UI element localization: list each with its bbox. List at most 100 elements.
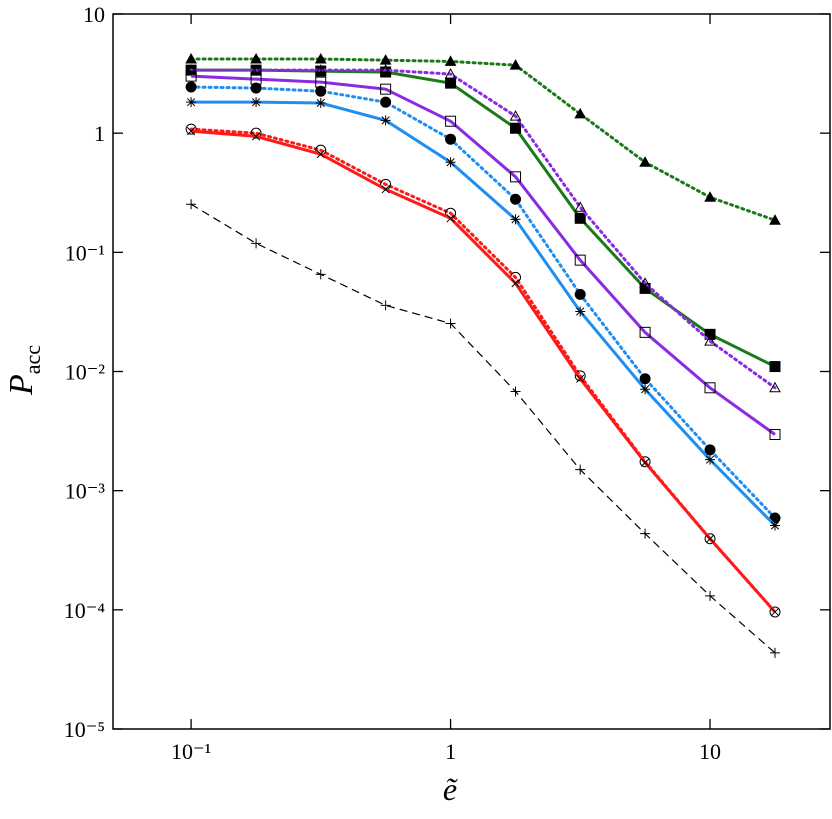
marker bbox=[574, 212, 586, 224]
marker bbox=[186, 97, 197, 108]
x-tick-label: 10 bbox=[699, 739, 721, 764]
marker bbox=[380, 66, 392, 78]
marker bbox=[575, 306, 586, 317]
marker bbox=[185, 123, 197, 135]
marker bbox=[445, 77, 457, 89]
marker bbox=[186, 199, 197, 210]
marker bbox=[769, 429, 781, 441]
marker bbox=[705, 534, 715, 543]
marker bbox=[380, 83, 392, 95]
y-axis-label-main: P bbox=[3, 374, 40, 396]
plot-frame bbox=[112, 13, 831, 730]
y-tick-label: 10⁻⁴ bbox=[64, 598, 106, 623]
x-axis-label: ẽ bbox=[443, 771, 458, 807]
marker bbox=[251, 97, 262, 108]
marker bbox=[639, 277, 651, 288]
marker bbox=[380, 300, 391, 311]
marker bbox=[316, 150, 325, 159]
marker bbox=[640, 384, 651, 395]
marker bbox=[314, 64, 327, 75]
marker bbox=[705, 590, 716, 601]
marker bbox=[315, 269, 326, 280]
marker bbox=[770, 520, 780, 531]
marker bbox=[704, 191, 716, 202]
marker bbox=[769, 606, 781, 618]
marker bbox=[769, 361, 781, 373]
marker bbox=[379, 64, 392, 75]
marker bbox=[314, 52, 327, 64]
marker bbox=[575, 464, 586, 475]
marker bbox=[510, 193, 522, 205]
marker bbox=[250, 82, 262, 94]
marker bbox=[185, 52, 197, 64]
marker bbox=[250, 52, 262, 64]
series-line bbox=[189, 127, 777, 614]
y-tick-label: 10⁻⁵ bbox=[64, 717, 105, 742]
marker bbox=[770, 647, 780, 658]
y-tick-label: 10⁻¹ bbox=[65, 240, 105, 265]
marker bbox=[509, 110, 522, 121]
series-line bbox=[190, 203, 776, 654]
marker bbox=[704, 382, 716, 394]
marker bbox=[704, 328, 716, 340]
marker bbox=[445, 133, 457, 145]
series-line bbox=[189, 68, 777, 390]
marker bbox=[576, 374, 585, 383]
marker bbox=[185, 64, 197, 75]
series-line bbox=[189, 57, 777, 222]
marker bbox=[444, 55, 457, 66]
marker bbox=[251, 238, 262, 249]
marker bbox=[639, 156, 651, 167]
marker bbox=[639, 373, 651, 385]
marker bbox=[250, 127, 262, 139]
marker bbox=[511, 279, 520, 288]
marker bbox=[315, 85, 327, 97]
marker bbox=[445, 157, 456, 168]
y-tick-label: 10⁻² bbox=[65, 360, 106, 385]
marker bbox=[705, 454, 716, 465]
marker bbox=[381, 185, 390, 194]
marker bbox=[640, 528, 651, 539]
marker bbox=[704, 444, 716, 456]
marker bbox=[769, 214, 781, 225]
marker bbox=[380, 115, 391, 126]
y-axis-label-sub: acc bbox=[20, 345, 45, 375]
marker bbox=[185, 81, 197, 93]
marker bbox=[574, 201, 587, 212]
marker bbox=[704, 533, 716, 545]
y-axis-label: Pacc bbox=[3, 345, 45, 396]
marker bbox=[315, 98, 326, 109]
y-tick-label: 1 bbox=[94, 121, 105, 146]
marker bbox=[769, 381, 781, 393]
x-tick-label: 1 bbox=[445, 739, 456, 764]
marker bbox=[639, 456, 651, 468]
marker bbox=[380, 96, 392, 108]
marker bbox=[510, 214, 521, 225]
marker bbox=[639, 326, 651, 338]
series-line bbox=[191, 100, 777, 527]
marker bbox=[770, 607, 780, 617]
y-tick-label: 10⁻³ bbox=[65, 479, 106, 504]
series-line bbox=[190, 129, 777, 613]
marker bbox=[509, 59, 522, 70]
marker bbox=[445, 318, 456, 329]
marker bbox=[640, 458, 650, 467]
marker bbox=[510, 386, 521, 397]
marker bbox=[446, 214, 455, 223]
marker bbox=[185, 70, 197, 82]
y-tick-label: 10 bbox=[83, 2, 105, 27]
marker bbox=[574, 254, 586, 266]
marker bbox=[251, 132, 261, 141]
marker bbox=[704, 335, 716, 346]
marker bbox=[444, 68, 457, 79]
marker bbox=[510, 171, 522, 183]
series-line bbox=[191, 74, 776, 436]
marker bbox=[574, 288, 586, 300]
marker bbox=[187, 127, 196, 136]
x-tick-label: 10⁻¹ bbox=[171, 739, 211, 764]
marker bbox=[574, 107, 587, 119]
marker bbox=[445, 115, 457, 127]
series-line bbox=[189, 85, 777, 520]
marker bbox=[510, 122, 522, 134]
